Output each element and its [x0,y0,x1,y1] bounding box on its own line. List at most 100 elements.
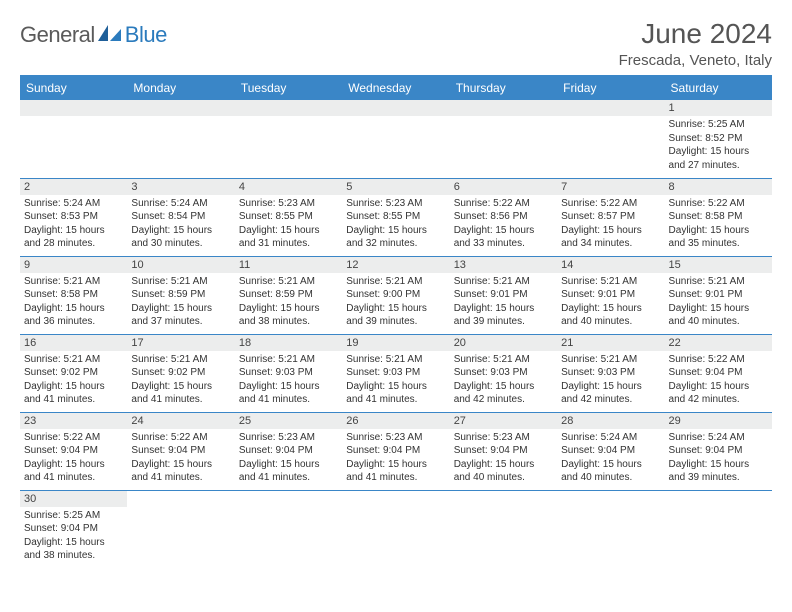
weekday-header: Thursday [450,76,557,101]
day-data: Sunrise: 5:21 AMSunset: 8:59 PMDaylight:… [127,273,234,333]
calendar-cell [450,490,557,568]
calendar-cell: 30Sunrise: 5:25 AMSunset: 9:04 PMDayligh… [20,490,127,568]
day-number: 24 [127,413,234,429]
day-number: 7 [557,179,664,195]
page-title: June 2024 [619,18,772,50]
calendar-cell [235,490,342,568]
calendar-cell: 21Sunrise: 5:21 AMSunset: 9:03 PMDayligh… [557,334,664,412]
calendar-cell: 22Sunrise: 5:22 AMSunset: 9:04 PMDayligh… [665,334,772,412]
weekday-header: Friday [557,76,664,101]
day-number: 17 [127,335,234,351]
calendar-cell: 25Sunrise: 5:23 AMSunset: 9:04 PMDayligh… [235,412,342,490]
day-number-empty [450,100,557,116]
day-number: 3 [127,179,234,195]
title-block: June 2024 Frescada, Veneto, Italy [619,18,772,69]
day-data: Sunrise: 5:23 AMSunset: 9:04 PMDaylight:… [342,429,449,489]
calendar-cell [127,490,234,568]
day-data: Sunrise: 5:24 AMSunset: 9:04 PMDaylight:… [665,429,772,489]
calendar-cell: 13Sunrise: 5:21 AMSunset: 9:01 PMDayligh… [450,256,557,334]
day-data: Sunrise: 5:21 AMSunset: 9:03 PMDaylight:… [450,351,557,411]
day-data: Sunrise: 5:21 AMSunset: 9:01 PMDaylight:… [450,273,557,333]
day-number: 9 [20,257,127,273]
calendar-cell: 19Sunrise: 5:21 AMSunset: 9:03 PMDayligh… [342,334,449,412]
day-data: Sunrise: 5:21 AMSunset: 9:01 PMDaylight:… [557,273,664,333]
calendar-cell: 26Sunrise: 5:23 AMSunset: 9:04 PMDayligh… [342,412,449,490]
day-number: 21 [557,335,664,351]
day-number: 20 [450,335,557,351]
calendar-cell: 6Sunrise: 5:22 AMSunset: 8:56 PMDaylight… [450,178,557,256]
day-number: 18 [235,335,342,351]
day-data: Sunrise: 5:25 AMSunset: 9:04 PMDaylight:… [20,507,127,567]
calendar-cell: 27Sunrise: 5:23 AMSunset: 9:04 PMDayligh… [450,412,557,490]
calendar-cell [235,100,342,178]
day-number: 4 [235,179,342,195]
calendar-cell: 15Sunrise: 5:21 AMSunset: 9:01 PMDayligh… [665,256,772,334]
day-number: 11 [235,257,342,273]
calendar-cell: 24Sunrise: 5:22 AMSunset: 9:04 PMDayligh… [127,412,234,490]
calendar-cell: 4Sunrise: 5:23 AMSunset: 8:55 PMDaylight… [235,178,342,256]
calendar-cell [557,490,664,568]
calendar-cell: 1Sunrise: 5:25 AMSunset: 8:52 PMDaylight… [665,100,772,178]
calendar-cell [342,100,449,178]
day-number: 23 [20,413,127,429]
calendar-cell: 11Sunrise: 5:21 AMSunset: 8:59 PMDayligh… [235,256,342,334]
calendar-cell: 5Sunrise: 5:23 AMSunset: 8:55 PMDaylight… [342,178,449,256]
calendar-cell: 3Sunrise: 5:24 AMSunset: 8:54 PMDaylight… [127,178,234,256]
day-data: Sunrise: 5:22 AMSunset: 8:56 PMDaylight:… [450,195,557,255]
calendar-cell: 7Sunrise: 5:22 AMSunset: 8:57 PMDaylight… [557,178,664,256]
day-data: Sunrise: 5:23 AMSunset: 8:55 PMDaylight:… [342,195,449,255]
day-data: Sunrise: 5:21 AMSunset: 9:01 PMDaylight:… [665,273,772,333]
day-data: Sunrise: 5:21 AMSunset: 9:03 PMDaylight:… [557,351,664,411]
day-number: 27 [450,413,557,429]
day-data: Sunrise: 5:21 AMSunset: 8:59 PMDaylight:… [235,273,342,333]
calendar-cell [342,490,449,568]
day-number: 30 [20,491,127,507]
calendar-cell [450,100,557,178]
day-number: 5 [342,179,449,195]
page-subtitle: Frescada, Veneto, Italy [619,52,772,69]
logo-text-general: General [20,22,95,48]
calendar-week-row: 16Sunrise: 5:21 AMSunset: 9:02 PMDayligh… [20,334,772,412]
day-data: Sunrise: 5:21 AMSunset: 9:00 PMDaylight:… [342,273,449,333]
day-number-empty [20,100,127,116]
calendar-cell: 10Sunrise: 5:21 AMSunset: 8:59 PMDayligh… [127,256,234,334]
calendar-cell: 28Sunrise: 5:24 AMSunset: 9:04 PMDayligh… [557,412,664,490]
day-data: Sunrise: 5:22 AMSunset: 9:04 PMDaylight:… [665,351,772,411]
day-data: Sunrise: 5:24 AMSunset: 8:54 PMDaylight:… [127,195,234,255]
day-data: Sunrise: 5:21 AMSunset: 9:02 PMDaylight:… [127,351,234,411]
day-number-empty [127,100,234,116]
day-data: Sunrise: 5:23 AMSunset: 8:55 PMDaylight:… [235,195,342,255]
weekday-header: Monday [127,76,234,101]
day-data: Sunrise: 5:21 AMSunset: 9:02 PMDaylight:… [20,351,127,411]
day-number: 25 [235,413,342,429]
calendar-cell: 20Sunrise: 5:21 AMSunset: 9:03 PMDayligh… [450,334,557,412]
calendar-cell [127,100,234,178]
day-data: Sunrise: 5:22 AMSunset: 8:58 PMDaylight:… [665,195,772,255]
day-number: 22 [665,335,772,351]
calendar-cell: 23Sunrise: 5:22 AMSunset: 9:04 PMDayligh… [20,412,127,490]
day-data: Sunrise: 5:21 AMSunset: 9:03 PMDaylight:… [235,351,342,411]
logo-text-blue: Blue [125,22,167,48]
calendar-week-row: 30Sunrise: 5:25 AMSunset: 9:04 PMDayligh… [20,490,772,568]
day-number-empty [557,100,664,116]
day-number: 12 [342,257,449,273]
day-number: 28 [557,413,664,429]
day-number: 14 [557,257,664,273]
day-number-empty [235,100,342,116]
calendar-cell: 9Sunrise: 5:21 AMSunset: 8:58 PMDaylight… [20,256,127,334]
logo: General Blue [20,22,167,48]
day-number: 6 [450,179,557,195]
day-number: 13 [450,257,557,273]
day-data: Sunrise: 5:22 AMSunset: 9:04 PMDaylight:… [20,429,127,489]
day-data: Sunrise: 5:23 AMSunset: 9:04 PMDaylight:… [235,429,342,489]
day-data: Sunrise: 5:22 AMSunset: 8:57 PMDaylight:… [557,195,664,255]
weekday-header-row: Sunday Monday Tuesday Wednesday Thursday… [20,76,772,101]
calendar-cell [665,490,772,568]
day-data: Sunrise: 5:23 AMSunset: 9:04 PMDaylight:… [450,429,557,489]
day-number: 16 [20,335,127,351]
day-number: 2 [20,179,127,195]
header: General Blue June 2024 Frescada, Veneto,… [20,18,772,69]
day-number: 26 [342,413,449,429]
day-number: 29 [665,413,772,429]
day-data: Sunrise: 5:24 AMSunset: 8:53 PMDaylight:… [20,195,127,255]
